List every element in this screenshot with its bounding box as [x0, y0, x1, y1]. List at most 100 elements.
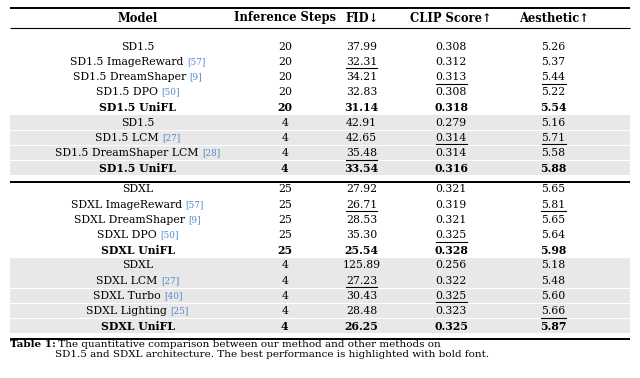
- Text: 26.71: 26.71: [346, 200, 377, 209]
- Text: 0.325: 0.325: [434, 321, 468, 332]
- Text: 4: 4: [282, 276, 288, 286]
- Text: 4: 4: [281, 321, 289, 332]
- Text: 4: 4: [282, 148, 288, 158]
- Text: 20: 20: [278, 57, 292, 67]
- Text: 5.60: 5.60: [541, 291, 566, 301]
- Text: 32.31: 32.31: [346, 57, 378, 67]
- Text: 4: 4: [281, 163, 289, 174]
- Text: 125.89: 125.89: [342, 260, 381, 270]
- Text: 0.318: 0.318: [434, 102, 468, 113]
- Text: 20: 20: [277, 102, 292, 113]
- Text: SD1.5 UniFL: SD1.5 UniFL: [99, 102, 176, 113]
- Text: [57]: [57]: [186, 200, 204, 209]
- Text: SDXL Lighting: SDXL Lighting: [86, 306, 171, 316]
- Text: 32.83: 32.83: [346, 87, 378, 97]
- Text: 20: 20: [278, 87, 292, 97]
- Text: 5.37: 5.37: [541, 57, 566, 67]
- Text: 0.322: 0.322: [435, 276, 467, 286]
- Text: 0.321: 0.321: [435, 184, 467, 194]
- Text: SDXL: SDXL: [122, 184, 153, 194]
- Text: 0.323: 0.323: [435, 306, 467, 316]
- Text: SDXL DPO: SDXL DPO: [97, 230, 160, 240]
- Text: 28.53: 28.53: [346, 215, 377, 225]
- Text: 42.91: 42.91: [346, 118, 377, 128]
- Text: SDXL: SDXL: [122, 260, 153, 270]
- Text: Aesthetic↑: Aesthetic↑: [518, 11, 589, 25]
- Text: [25]: [25]: [171, 307, 189, 316]
- Text: 0.279: 0.279: [436, 118, 467, 128]
- Text: 0.319: 0.319: [436, 200, 467, 209]
- Text: 5.18: 5.18: [541, 260, 566, 270]
- Bar: [10, 304, 630, 318]
- Bar: [10, 319, 630, 333]
- Text: 0.325: 0.325: [436, 230, 467, 240]
- Text: 27.92: 27.92: [346, 184, 377, 194]
- Text: [50]: [50]: [160, 231, 179, 240]
- Text: 4: 4: [282, 260, 288, 270]
- Text: 26.25: 26.25: [345, 321, 378, 332]
- Text: 35.30: 35.30: [346, 230, 377, 240]
- Text: 28.48: 28.48: [346, 306, 377, 316]
- Bar: [10, 273, 630, 288]
- Text: 0.314: 0.314: [436, 148, 467, 158]
- Text: 33.54: 33.54: [344, 163, 379, 174]
- Bar: [10, 258, 630, 273]
- Text: 25: 25: [278, 200, 292, 209]
- Text: SDXL LCM: SDXL LCM: [96, 276, 161, 286]
- Text: 4: 4: [282, 133, 288, 143]
- Text: SD1.5 DPO: SD1.5 DPO: [95, 87, 161, 97]
- Bar: [10, 115, 630, 130]
- Bar: [10, 161, 630, 175]
- Text: 42.65: 42.65: [346, 133, 377, 143]
- Text: 0.314: 0.314: [436, 133, 467, 143]
- Text: Inference Steps: Inference Steps: [234, 11, 336, 25]
- Text: The quantitative comparison between our method and other methods on
SD1.5 and SD: The quantitative comparison between our …: [56, 340, 490, 359]
- Bar: [10, 288, 630, 303]
- Text: 0.308: 0.308: [435, 42, 467, 52]
- Text: [27]: [27]: [162, 133, 180, 142]
- Bar: [10, 130, 630, 145]
- Text: 0.325: 0.325: [436, 291, 467, 301]
- Text: 5.71: 5.71: [541, 133, 566, 143]
- Text: SD1.5: SD1.5: [121, 42, 154, 52]
- Text: 25.54: 25.54: [344, 245, 379, 256]
- Text: Table 1:: Table 1:: [10, 340, 56, 349]
- Text: 5.48: 5.48: [541, 276, 566, 286]
- Text: 5.16: 5.16: [541, 118, 566, 128]
- Text: SDXL Turbo: SDXL Turbo: [93, 291, 164, 301]
- Text: 31.14: 31.14: [344, 102, 379, 113]
- Text: 5.54: 5.54: [540, 102, 567, 113]
- Text: 4: 4: [282, 306, 288, 316]
- Text: 0.256: 0.256: [436, 260, 467, 270]
- Text: 5.58: 5.58: [541, 148, 566, 158]
- Text: 5.87: 5.87: [540, 321, 567, 332]
- Text: 4: 4: [282, 291, 288, 301]
- Text: [9]: [9]: [189, 73, 202, 82]
- Text: SDXL ImageReward: SDXL ImageReward: [71, 200, 186, 209]
- Text: 5.88: 5.88: [540, 163, 567, 174]
- Text: 4: 4: [282, 118, 288, 128]
- Text: 0.328: 0.328: [435, 245, 468, 256]
- Text: 5.22: 5.22: [541, 87, 566, 97]
- Text: 0.313: 0.313: [435, 72, 467, 82]
- Text: 27.23: 27.23: [346, 276, 377, 286]
- Text: Model: Model: [118, 11, 157, 25]
- Text: SDXL UniFL: SDXL UniFL: [100, 321, 175, 332]
- Text: SD1.5 LCM: SD1.5 LCM: [95, 133, 162, 143]
- Text: 0.316: 0.316: [434, 163, 468, 174]
- Text: 0.312: 0.312: [435, 57, 467, 67]
- Text: [27]: [27]: [161, 276, 179, 285]
- Text: 5.65: 5.65: [541, 215, 566, 225]
- Text: SD1.5 DreamShaper LCM: SD1.5 DreamShaper LCM: [55, 148, 202, 158]
- Text: SD1.5 UniFL: SD1.5 UniFL: [99, 163, 176, 174]
- Text: 5.98: 5.98: [540, 245, 567, 256]
- Text: SD1.5: SD1.5: [121, 118, 154, 128]
- Text: FID↓: FID↓: [345, 11, 378, 25]
- Text: 20: 20: [278, 42, 292, 52]
- Text: 34.21: 34.21: [346, 72, 377, 82]
- Text: 5.64: 5.64: [541, 230, 566, 240]
- Text: 25: 25: [278, 215, 292, 225]
- Text: 5.66: 5.66: [541, 306, 566, 316]
- Text: 0.308: 0.308: [435, 87, 467, 97]
- Text: 5.81: 5.81: [541, 200, 566, 209]
